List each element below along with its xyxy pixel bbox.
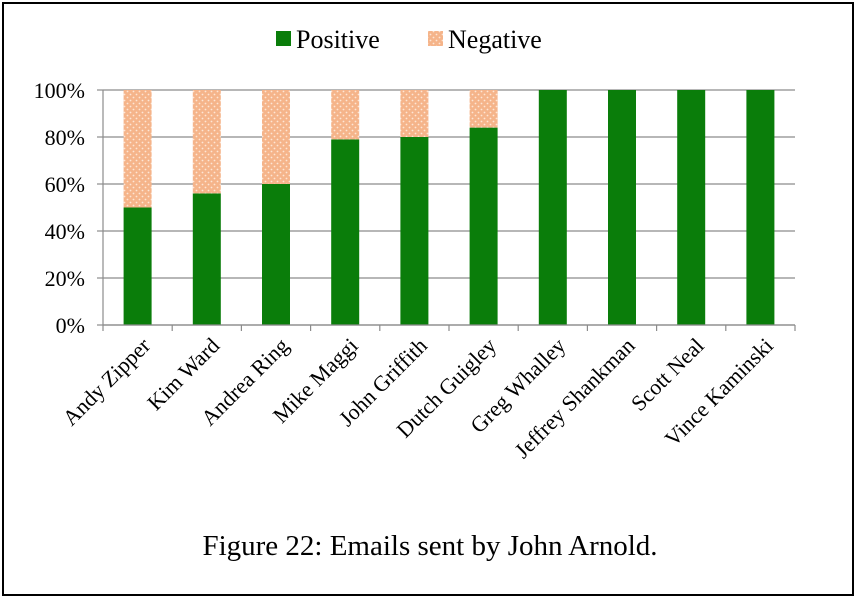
bar-negative-andy-zipper bbox=[123, 90, 152, 208]
bar-positive-greg-whalley bbox=[538, 90, 567, 325]
bar-negative-john-griffith bbox=[400, 90, 429, 137]
bar-positive-andy-zipper bbox=[123, 207, 152, 325]
bar-positive-vince-kaminski bbox=[746, 90, 775, 325]
y-tick-label: 60% bbox=[45, 172, 85, 197]
y-tick-label: 0% bbox=[56, 313, 85, 338]
bar-negative-kim-ward bbox=[192, 90, 221, 194]
y-tick-label: 20% bbox=[45, 266, 85, 291]
bar-negative-mike-maggi bbox=[331, 90, 360, 140]
bar-positive-mike-maggi bbox=[331, 139, 360, 325]
y-tick-labels: 0% 20% 40% 60% 80% 100% bbox=[34, 78, 85, 338]
legend: Positive Negative bbox=[276, 25, 542, 54]
bar-positive-jeffrey-shankman bbox=[608, 90, 636, 325]
bar-negative-dutch-guigley bbox=[469, 90, 498, 128]
legend-label-negative: Negative bbox=[448, 25, 542, 54]
bar-positive-kim-ward bbox=[192, 193, 221, 325]
x-category-label: Jeffrey Shankman bbox=[509, 333, 639, 463]
bar-positive-scott-neal bbox=[677, 90, 706, 325]
bar-negative-andrea-ring bbox=[262, 90, 290, 184]
y-tick-label: 40% bbox=[45, 219, 85, 244]
bar-positive-dutch-guigley bbox=[469, 127, 498, 325]
axes bbox=[97, 89, 796, 331]
bar-positive-john-griffith bbox=[400, 137, 429, 325]
legend-label-positive: Positive bbox=[296, 25, 380, 54]
bar-positive-andrea-ring bbox=[262, 184, 290, 325]
bars bbox=[123, 90, 775, 325]
legend-swatch-negative bbox=[428, 31, 443, 46]
y-tick-label: 100% bbox=[34, 78, 85, 103]
y-tick-label: 80% bbox=[45, 125, 85, 150]
x-category-label: Andy Zipper bbox=[58, 332, 156, 430]
legend-swatch-positive bbox=[276, 31, 291, 46]
figure-caption: Figure 22: Emails sent by John Arnold. bbox=[202, 530, 658, 562]
